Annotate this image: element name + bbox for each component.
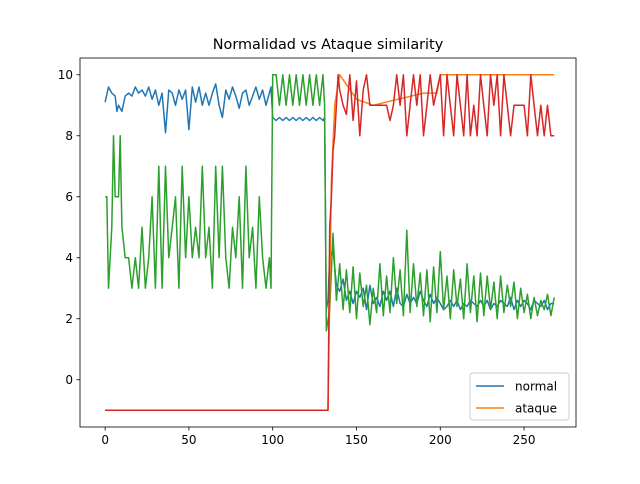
axes-layer: 0 50 100 150 200 250 0 2 4 6 8 10 <box>58 57 577 447</box>
legend-label-normal: normal <box>515 379 557 393</box>
plot-frame <box>79 57 577 428</box>
y-tick-label: 6 <box>65 190 73 204</box>
series-line-series-2 <box>105 74 555 332</box>
y-tick-label: 2 <box>65 312 73 326</box>
x-tick-label: 50 <box>181 433 196 447</box>
legend: normal ataque <box>469 372 570 421</box>
y-tick-label: 4 <box>65 251 73 265</box>
x-tick-label: 0 <box>101 433 109 447</box>
series-line-series-4 <box>105 74 555 411</box>
y-tick-label: 10 <box>58 68 73 82</box>
series-layer <box>104 74 555 411</box>
x-tick-label: 100 <box>261 433 284 447</box>
chart-title: Normalidad vs Ataque similarity <box>213 37 444 53</box>
y-tick-label: 0 <box>65 373 73 387</box>
y-tick-label: 8 <box>65 129 73 143</box>
x-tick-label: 250 <box>513 433 536 447</box>
legend-label-ataque: ataque <box>515 401 557 415</box>
x-tick-label: 150 <box>345 433 368 447</box>
x-tick-label: 200 <box>429 433 452 447</box>
